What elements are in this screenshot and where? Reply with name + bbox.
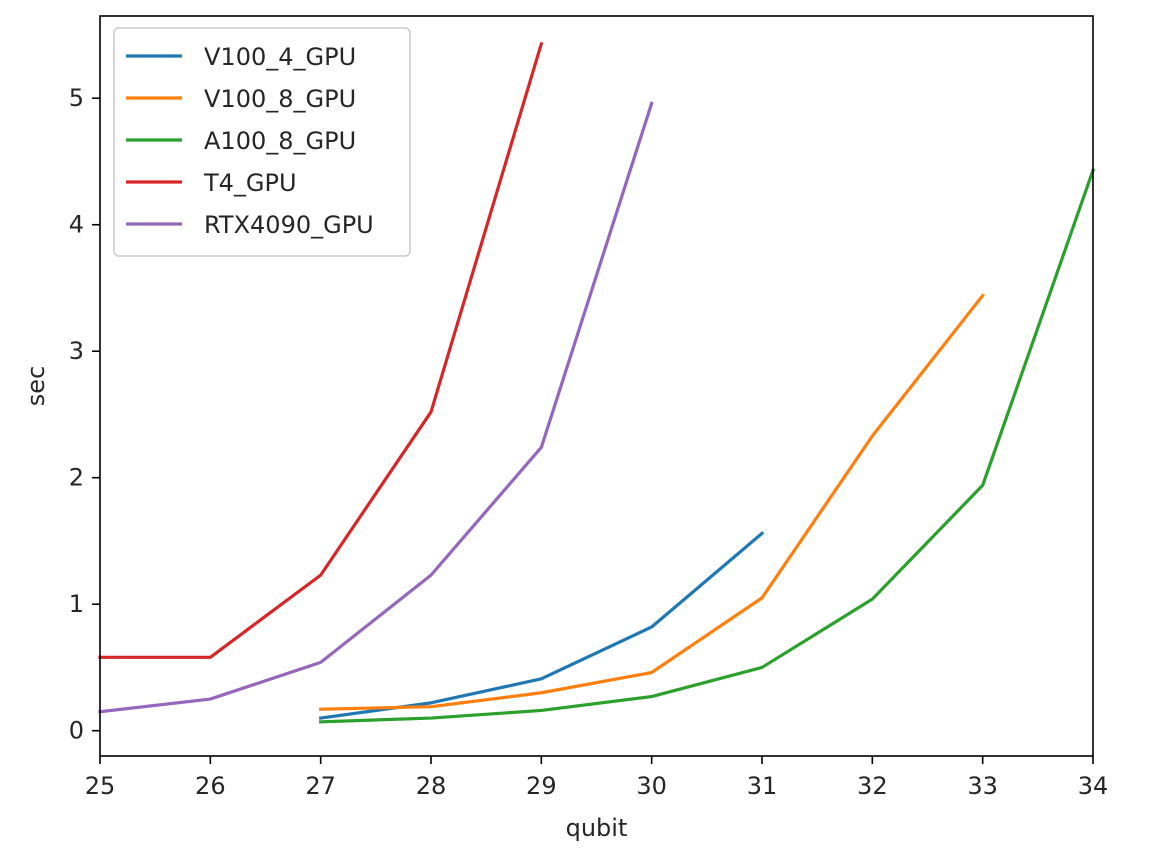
y-axis: 0 1 2 3 4 5 bbox=[69, 84, 100, 745]
x-axis-label: qubit bbox=[566, 814, 628, 842]
x-tick-label: 33 bbox=[967, 772, 998, 800]
x-tick-label: 29 bbox=[526, 772, 557, 800]
x-tick-label: 28 bbox=[416, 772, 447, 800]
y-tick-label: 1 bbox=[69, 590, 84, 618]
y-tick-label: 0 bbox=[69, 717, 84, 745]
plot-frame bbox=[99, 15, 1094, 757]
legend-label: T4_GPU bbox=[203, 169, 297, 197]
y-tick-label: 3 bbox=[69, 337, 84, 365]
legend-label: RTX4090_GPU bbox=[204, 211, 374, 239]
x-tick-label: 27 bbox=[305, 772, 336, 800]
x-tick-label: 34 bbox=[1078, 772, 1109, 800]
y-tick-label: 4 bbox=[69, 211, 84, 239]
legend-label: A100_8_GPU bbox=[204, 127, 356, 155]
series-line-a100-8-gpu bbox=[319, 168, 1096, 724]
y-tick-label: 5 bbox=[69, 84, 84, 112]
series-layer bbox=[98, 41, 1096, 724]
legend-box bbox=[113, 27, 411, 257]
x-tick-label: 32 bbox=[857, 772, 888, 800]
legend-label: V100_4_GPU bbox=[204, 43, 356, 71]
series-line-rtx4090-gpu bbox=[98, 101, 654, 714]
legend-label: V100_8_GPU bbox=[204, 85, 356, 113]
x-tick-label: 25 bbox=[85, 772, 116, 800]
x-tick-label: 31 bbox=[747, 772, 778, 800]
x-tick-label: 26 bbox=[195, 772, 226, 800]
y-tick-label: 2 bbox=[69, 464, 84, 492]
x-tick-label: 30 bbox=[636, 772, 667, 800]
series-line-v100-8-gpu bbox=[319, 293, 985, 711]
legend: V100_4_GPU V100_8_GPU A100_8_GPU T4_GPU RTX4… bbox=[113, 27, 411, 257]
series-line-t4-gpu bbox=[98, 41, 544, 659]
y-axis-label: sec bbox=[22, 366, 50, 406]
x-axis: 25 26 27 28 29 30 31 32 33 34 bbox=[85, 756, 1109, 800]
